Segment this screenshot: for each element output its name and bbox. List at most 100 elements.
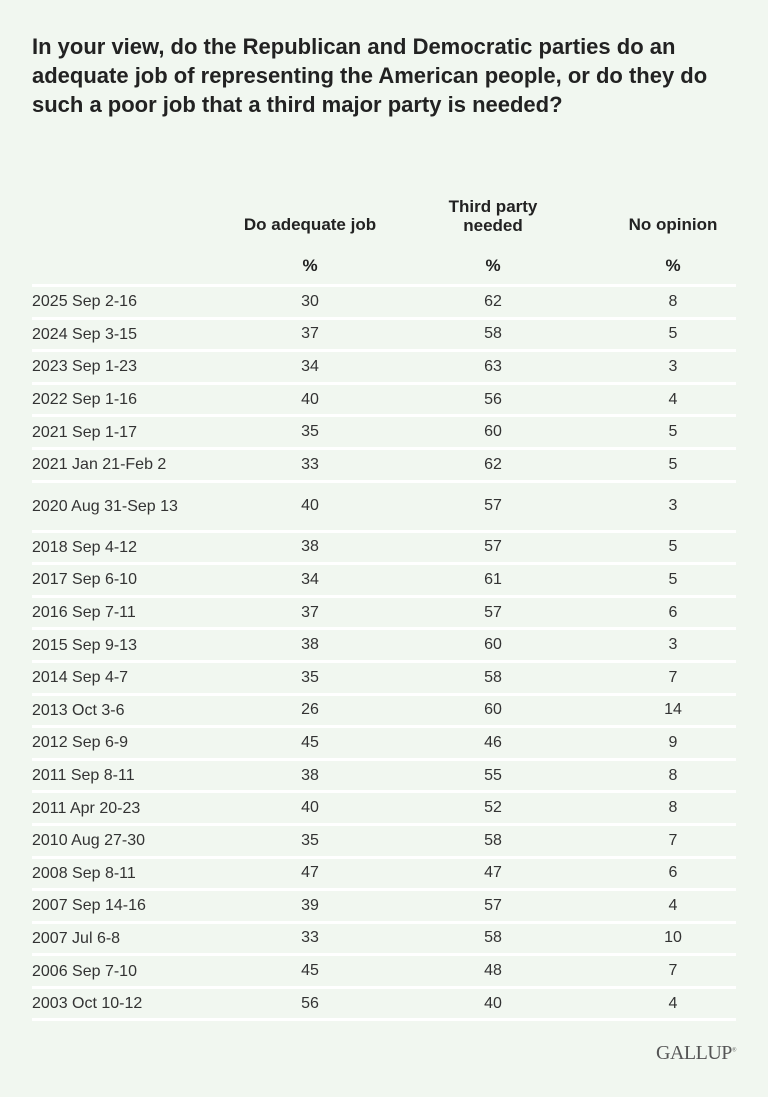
table-row: 2022 Sep 1-16 40 56 4 <box>32 385 736 418</box>
cell-no-opinion: 7 <box>668 962 678 980</box>
cell-no-opinion: 8 <box>668 799 678 817</box>
cell-third-party: 58 <box>484 325 502 343</box>
row-label: 2011 Apr 20-23 <box>32 799 141 817</box>
cell-adequate: 34 <box>301 570 319 588</box>
cell-no-opinion: 8 <box>668 292 678 310</box>
row-label: 2011 Sep 8-11 <box>32 767 135 785</box>
cell-third-party: 56 <box>484 390 502 408</box>
row-label: 2013 Oct 3-6 <box>32 701 125 719</box>
cell-no-opinion: 5 <box>668 325 678 343</box>
cell-third-party: 60 <box>484 423 502 441</box>
row-label: 2018 Sep 4-12 <box>32 538 137 556</box>
cell-adequate: 26 <box>301 701 319 719</box>
row-label: 2024 Sep 3-15 <box>32 325 137 343</box>
cell-adequate: 35 <box>301 831 319 849</box>
table-row: 2017 Sep 6-10 34 61 5 <box>32 565 736 598</box>
table-row: 2016 Sep 7-11 37 57 6 <box>32 598 736 631</box>
cell-adequate: 34 <box>301 357 319 375</box>
cell-third-party: 57 <box>484 497 502 515</box>
table-row: 2003 Oct 10-12 56 40 4 <box>32 989 736 1022</box>
row-label: 2022 Sep 1-16 <box>32 391 137 409</box>
cell-no-opinion: 6 <box>668 864 678 882</box>
table-row: 2007 Jul 6-8 33 58 10 <box>32 924 736 957</box>
table-row: 2025 Sep 2-16 30 62 8 <box>32 287 736 320</box>
row-label: 2012 Sep 6-9 <box>32 734 129 752</box>
cell-third-party: 58 <box>484 929 502 947</box>
cell-no-opinion: 4 <box>668 994 678 1012</box>
cell-adequate: 33 <box>301 929 319 947</box>
cell-adequate: 45 <box>301 733 319 751</box>
cell-third-party: 57 <box>484 538 502 556</box>
cell-no-opinion: 5 <box>668 455 678 473</box>
table-row: 2014 Sep 4-7 35 58 7 <box>32 663 736 696</box>
table-row: 2021 Jan 21-Feb 2 33 62 5 <box>32 450 736 483</box>
cell-no-opinion: 9 <box>668 733 678 751</box>
cell-no-opinion: 6 <box>668 603 678 621</box>
cell-no-opinion: 3 <box>668 497 678 515</box>
cell-adequate: 35 <box>301 668 319 686</box>
cell-no-opinion: 5 <box>668 538 678 556</box>
unit-label-adequate: % <box>302 256 318 275</box>
row-label: 2014 Sep 4-7 <box>32 669 129 687</box>
cell-no-opinion: 5 <box>668 570 678 588</box>
cell-third-party: 60 <box>484 636 502 654</box>
cell-adequate: 47 <box>301 864 319 882</box>
cell-adequate: 30 <box>301 292 319 310</box>
row-label: 2020 Aug 31-Sep 13 <box>32 497 178 515</box>
cell-adequate: 35 <box>301 423 319 441</box>
row-label: 2007 Jul 6-8 <box>32 929 121 947</box>
cell-third-party: 57 <box>484 603 502 621</box>
cell-adequate: 37 <box>301 603 319 621</box>
cell-third-party: 48 <box>484 962 502 980</box>
cell-no-opinion: 4 <box>668 390 678 408</box>
row-label: 2015 Sep 9-13 <box>32 636 137 654</box>
cell-no-opinion: 10 <box>664 929 682 947</box>
table-row: 2007 Sep 14-16 39 57 4 <box>32 891 736 924</box>
cell-no-opinion: 3 <box>668 636 678 654</box>
column-header-adequate: Do adequate job <box>243 215 377 234</box>
row-label: 2021 Sep 1-17 <box>32 423 137 441</box>
cell-adequate: 37 <box>301 325 319 343</box>
cell-no-opinion: 4 <box>668 896 678 914</box>
row-label: 2008 Sep 8-11 <box>32 864 136 882</box>
gallup-logo: GALLUP® <box>656 1042 736 1064</box>
cell-third-party: 62 <box>484 455 502 473</box>
cell-no-opinion: 7 <box>668 831 678 849</box>
table-row: 2020 Aug 31-Sep 13 40 57 3 <box>32 483 736 533</box>
cell-no-opinion: 8 <box>668 766 678 784</box>
cell-third-party: 62 <box>484 292 502 310</box>
table-row: 2024 Sep 3-15 37 58 5 <box>32 320 736 353</box>
row-label: 2017 Sep 6-10 <box>32 571 137 589</box>
table-row: 2018 Sep 4-12 38 57 5 <box>32 533 736 566</box>
table-row: 2011 Sep 8-11 38 55 8 <box>32 761 736 794</box>
cell-third-party: 55 <box>484 766 502 784</box>
cell-adequate: 38 <box>301 538 319 556</box>
table-row: 2011 Apr 20-23 40 52 8 <box>32 793 736 826</box>
table-row: 2015 Sep 9-13 38 60 3 <box>32 630 736 663</box>
row-label: 2003 Oct 10-12 <box>32 995 143 1013</box>
row-label: 2007 Sep 14-16 <box>32 897 146 915</box>
cell-third-party: 58 <box>484 831 502 849</box>
table-header: Do adequate job Third party needed No op… <box>32 194 736 284</box>
cell-adequate: 40 <box>301 390 319 408</box>
cell-no-opinion: 5 <box>668 423 678 441</box>
cell-third-party: 60 <box>484 701 502 719</box>
cell-adequate: 38 <box>301 766 319 784</box>
row-label: 2025 Sep 2-16 <box>32 293 137 311</box>
cell-adequate: 40 <box>301 497 319 515</box>
row-label: 2010 Aug 27-30 <box>32 832 145 850</box>
column-header-third-party: Third party needed <box>448 197 538 235</box>
cell-adequate: 39 <box>301 896 319 914</box>
table-row: 2023 Sep 1-23 34 63 3 <box>32 352 736 385</box>
row-label: 2023 Sep 1-23 <box>32 358 137 376</box>
cell-no-opinion: 7 <box>668 668 678 686</box>
cell-third-party: 46 <box>484 733 502 751</box>
table-row: 2021 Sep 1-17 35 60 5 <box>32 417 736 450</box>
table-title: In your view, do the Republican and Demo… <box>32 34 708 117</box>
cell-adequate: 40 <box>301 799 319 817</box>
cell-third-party: 52 <box>484 799 502 817</box>
table-row: 2013 Oct 3-6 26 60 14 <box>32 696 736 729</box>
cell-third-party: 63 <box>484 357 502 375</box>
cell-adequate: 33 <box>301 455 319 473</box>
data-table: 2025 Sep 2-16 30 62 8 2024 Sep 3-15 37 58 5 2023… <box>32 284 736 1022</box>
